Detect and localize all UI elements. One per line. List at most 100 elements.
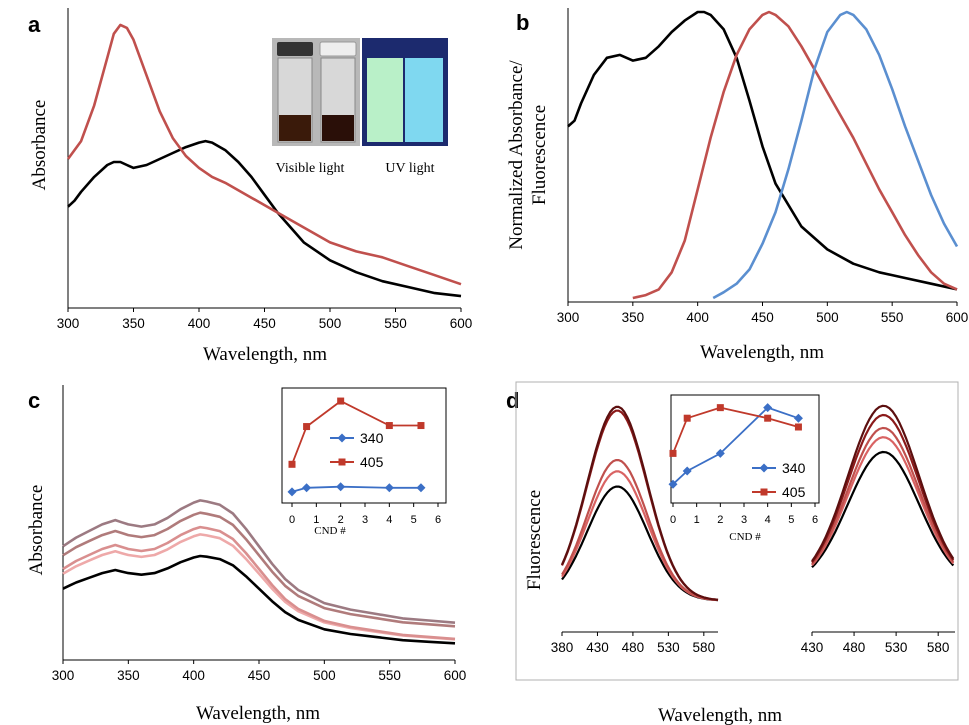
panel-d-frame xyxy=(515,381,959,681)
inset-marker xyxy=(763,403,773,413)
inset-marker xyxy=(764,414,772,422)
panel-d-left-x-tick-label: 580 xyxy=(693,640,716,655)
panel-d-inset-x-tick-label: 1 xyxy=(694,514,700,526)
legend-label: 340 xyxy=(782,460,806,476)
panel-c-x-tick-label: 450 xyxy=(248,668,271,683)
panel-d-left-series-line xyxy=(561,459,719,602)
panel-c-inset-x-tick-label: 6 xyxy=(435,514,441,526)
panel-b-x-tick-label: 450 xyxy=(751,310,774,325)
panel-a-x-tick-label: 300 xyxy=(57,316,80,331)
panel-d-right-series-line xyxy=(811,413,955,563)
vial-liquid xyxy=(322,115,354,141)
panel-a-x-tick-label: 450 xyxy=(253,316,276,331)
inset-xlabel: CND # xyxy=(314,525,346,537)
panel-a-ylabel: Absorbance xyxy=(29,100,50,191)
inset-marker xyxy=(716,404,724,412)
panel-b-x-tick-label: 600 xyxy=(946,310,969,325)
panel-c-inset-x-tick-label: 4 xyxy=(386,514,392,526)
inset-marker xyxy=(302,483,312,493)
panel-b-x-tick-label: 400 xyxy=(686,310,709,325)
inset-marker xyxy=(384,483,394,493)
inset-xlabel: CND # xyxy=(729,531,761,543)
legend-label: 405 xyxy=(782,484,806,500)
inset-marker xyxy=(416,483,426,493)
panel-d-left-x-tick-label: 380 xyxy=(551,640,574,655)
panel-a-x-tick-label: 550 xyxy=(384,316,407,331)
panel-d-inset-x-tick-label: 4 xyxy=(765,514,771,526)
vial-glow-green xyxy=(367,58,403,142)
panel-d-ylabel: Fluorescence xyxy=(524,490,545,590)
panel-d-right-x-tick-label: 480 xyxy=(843,640,866,655)
vial-cap xyxy=(319,41,357,57)
panel-c-inset-x-tick-label: 3 xyxy=(362,514,368,526)
panel-d-right-x-tick-label: 430 xyxy=(801,640,824,655)
panel-c-x-tick-label: 400 xyxy=(182,668,205,683)
panel-a-series-line xyxy=(67,139,462,298)
panel-d-inset-x-tick-label: 0 xyxy=(670,514,676,526)
panel-d-right-x-tick-label: 530 xyxy=(885,640,908,655)
inset-marker xyxy=(288,460,296,468)
panel-b-chart: Normalized Absorbance/ Fluorescence Wave… xyxy=(506,8,968,363)
inset-marker xyxy=(794,423,802,431)
panel-c-series-line xyxy=(62,499,456,624)
vial-glow-blue xyxy=(405,58,443,142)
legend-marker xyxy=(759,463,769,473)
panel-b-x-tick-label: 500 xyxy=(816,310,839,325)
panel-a-x-tick-label: 500 xyxy=(319,316,342,331)
panel-b-xlabel: Wavelength, nm xyxy=(700,342,824,363)
legend-marker xyxy=(337,433,347,443)
panel-d-left-x-tick-label: 430 xyxy=(586,640,609,655)
legend-label: 405 xyxy=(360,454,384,470)
inset-marker xyxy=(715,448,725,458)
panel-d-right-series-line xyxy=(811,426,955,565)
legend-label: 340 xyxy=(360,430,384,446)
panel-d-xlabel: Wavelength, nm xyxy=(658,705,782,725)
inset-marker xyxy=(336,482,346,492)
panel-c-series-line xyxy=(62,554,456,645)
panel-c-xlabel: Wavelength, nm xyxy=(196,703,320,724)
panel-b-ylabel-line2: Fluorescence xyxy=(529,105,550,205)
panel-b-x-tick-label: 550 xyxy=(881,310,904,325)
visible-light-label: Visible light xyxy=(276,161,345,176)
inset-marker xyxy=(668,479,678,489)
inset-marker xyxy=(669,449,677,457)
panel-label-d: d xyxy=(506,388,519,413)
panel-a-x-tick-label: 350 xyxy=(122,316,145,331)
panel-b-series-line xyxy=(712,10,959,300)
panel-b-series-line xyxy=(632,10,958,300)
panel-d-left-series-line xyxy=(560,405,719,601)
inset-marker xyxy=(385,422,393,430)
panel-d-chart: Fluorescence Wavelength, nm 380 430 480 530… xyxy=(515,381,959,725)
panel-b-ylabel-line1: Normalized Absorbance/ xyxy=(506,60,527,250)
panel-a-chart: Absorbance Wavelength, nm 300 350 400 450 50… xyxy=(29,8,472,365)
panel-c-chart: Absorbance Wavelength, nm 300 350 400 450 50… xyxy=(26,385,466,724)
inset-marker xyxy=(417,422,425,430)
panel-d-inset: CND # 0 1 2 3 4 5 6 340 405 xyxy=(668,394,820,543)
inset-frame xyxy=(281,387,447,504)
panel-c-inset-x-tick-label: 1 xyxy=(313,514,319,526)
panel-label-a: a xyxy=(28,12,41,37)
panel-b-x-tick-label: 350 xyxy=(622,310,645,325)
panel-d-right-series-line xyxy=(811,404,955,562)
panel-d-left-x-tick-label: 480 xyxy=(622,640,645,655)
inset-marker xyxy=(337,397,345,405)
panel-c-inset-x-tick-label: 0 xyxy=(289,514,295,526)
panel-c-inset-x-tick-label: 5 xyxy=(411,514,417,526)
panel-c-series-line xyxy=(62,525,456,641)
panel-d-inset-x-tick-label: 5 xyxy=(788,514,794,526)
inset-marker xyxy=(287,487,297,497)
panel-d-right-series-line xyxy=(811,436,955,567)
panel-d-right-series-line xyxy=(811,450,955,569)
panel-a-xlabel: Wavelength, nm xyxy=(203,344,327,365)
panel-a-series-line xyxy=(66,23,462,286)
panel-c-x-tick-label: 600 xyxy=(444,668,467,683)
panel-a-x-tick-label: 600 xyxy=(450,316,473,331)
panel-label-c: c xyxy=(28,388,40,413)
vial-liquid xyxy=(279,115,311,141)
panel-c-x-tick-label: 350 xyxy=(117,668,140,683)
legend-marker xyxy=(760,488,768,496)
panel-c-inset: CND # 0 1 2 3 4 5 6 340 405 xyxy=(281,387,447,537)
panel-c-x-tick-label: 550 xyxy=(378,668,401,683)
panel-b-x-tick-label: 300 xyxy=(557,310,580,325)
